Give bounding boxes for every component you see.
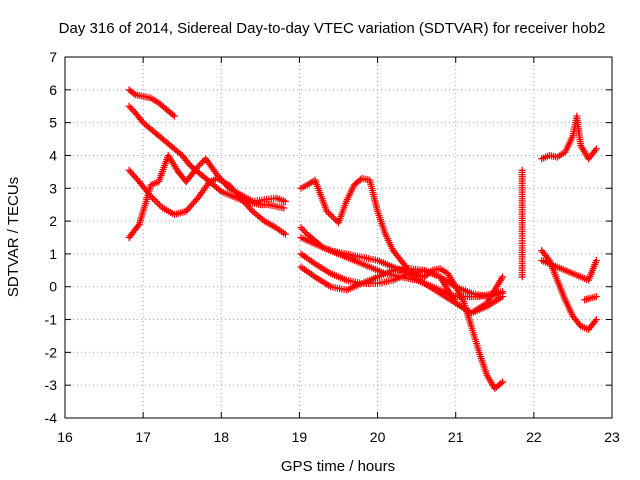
series-isolated: [518, 166, 526, 281]
chart-title: Day 316 of 2014, Sidereal Day-to-day VTE…: [59, 20, 606, 37]
y-axis-label: SDTVAR / TECUs: [5, 177, 22, 297]
data-point: [499, 293, 507, 301]
data-point: [149, 194, 157, 202]
data-point: [592, 316, 600, 324]
data-point: [323, 207, 331, 215]
data-point: [499, 378, 507, 386]
data-points: [125, 86, 600, 392]
x-tick-label: 18: [213, 429, 229, 445]
data-point: [329, 214, 337, 222]
data-point: [195, 161, 203, 169]
data-point: [281, 230, 289, 238]
data-point: [591, 317, 599, 325]
data-point: [157, 202, 165, 210]
data-point: [326, 211, 334, 219]
series-track-k: [538, 247, 600, 333]
data-point: [592, 293, 600, 301]
data-point: [331, 215, 339, 223]
data-point: [150, 196, 158, 204]
y-tick-label: -4: [45, 410, 58, 426]
data-point: [170, 112, 178, 120]
data-point: [518, 273, 526, 281]
data-point: [302, 229, 310, 237]
data-point: [324, 209, 332, 217]
x-axis-label: GPS time / hours: [281, 458, 395, 475]
data-point: [169, 111, 177, 119]
y-tick-label: -3: [45, 377, 58, 393]
series-track-i: [297, 234, 507, 317]
data-point: [155, 201, 163, 209]
data-point: [216, 186, 224, 194]
data-point: [152, 197, 160, 205]
series-track-j: [538, 112, 600, 163]
series-track-l: [538, 256, 600, 284]
data-point: [297, 224, 305, 232]
data-point: [127, 104, 135, 112]
data-point: [592, 256, 600, 264]
data-point: [328, 212, 336, 220]
x-tick-label: 16: [57, 429, 73, 445]
plot-frame: [64, 56, 613, 419]
series-track-f: [297, 174, 507, 392]
y-tick-label: -2: [45, 344, 58, 360]
y-tick-label: 6: [49, 82, 57, 98]
y-tick-label: 2: [49, 213, 57, 229]
x-tick-label: 19: [292, 429, 308, 445]
data-point: [280, 204, 288, 212]
data-point: [125, 102, 133, 110]
y-tick-label: 4: [49, 147, 57, 163]
data-point: [299, 225, 307, 233]
x-tick-label: 23: [604, 429, 620, 445]
x-tick-label: 22: [526, 429, 542, 445]
y-tick-label: 3: [49, 180, 57, 196]
series-track-m: [581, 293, 600, 304]
data-point: [592, 145, 600, 153]
x-tick-label: 21: [448, 429, 464, 445]
data-point: [247, 206, 255, 214]
data-point: [499, 273, 507, 281]
data-point: [281, 197, 289, 205]
series-track-a: [125, 86, 178, 120]
data-point: [259, 216, 267, 224]
y-tick-label: 0: [49, 279, 57, 295]
series-track-d: [125, 151, 289, 241]
data-point: [591, 147, 599, 155]
data-point: [134, 222, 142, 230]
data-point: [130, 90, 138, 98]
grid: [65, 57, 612, 418]
data-point: [300, 227, 308, 235]
x-tick-label: 17: [135, 429, 151, 445]
data-point: [128, 106, 136, 114]
data-point: [497, 379, 505, 387]
y-tick-label: 7: [49, 49, 57, 65]
y-tick-label: 1: [49, 246, 57, 262]
data-point: [192, 165, 200, 173]
data-point: [154, 199, 162, 207]
data-point: [194, 163, 202, 171]
data-point: [197, 160, 205, 168]
y-tick-label: 5: [49, 115, 57, 131]
x-tick-label: 20: [370, 429, 386, 445]
y-tick-label: -1: [45, 312, 58, 328]
